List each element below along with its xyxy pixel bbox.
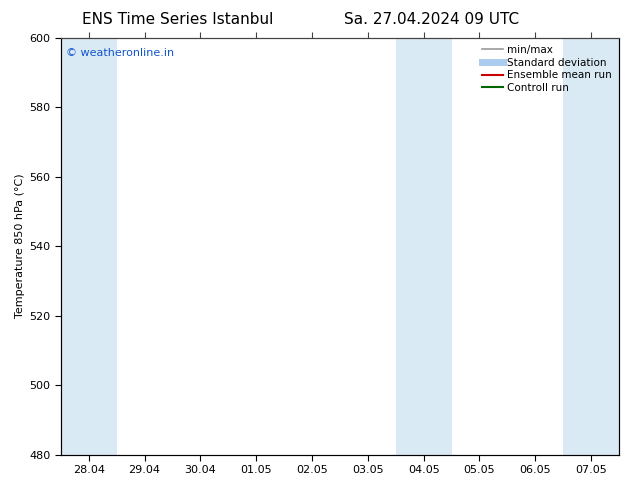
Text: ENS Time Series Istanbul: ENS Time Series Istanbul <box>82 12 273 27</box>
Bar <box>563 38 619 455</box>
Bar <box>563 38 619 455</box>
Legend: min/max, Standard deviation, Ensemble mean run, Controll run: min/max, Standard deviation, Ensemble me… <box>480 43 614 95</box>
Bar <box>396 38 451 455</box>
Y-axis label: Temperature 850 hPa (°C): Temperature 850 hPa (°C) <box>15 174 25 318</box>
Text: © weatheronline.in: © weatheronline.in <box>67 48 174 58</box>
Bar <box>61 38 117 455</box>
Text: Sa. 27.04.2024 09 UTC: Sa. 27.04.2024 09 UTC <box>344 12 519 27</box>
